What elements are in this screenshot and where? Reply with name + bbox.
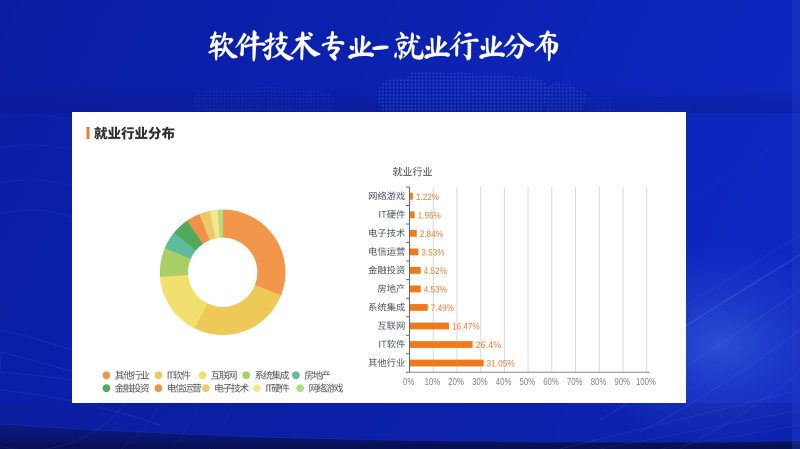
svg-text:70%: 70% [567,377,583,388]
svg-text:1.95%: 1.95% [418,210,441,220]
svg-text:50%: 50% [520,377,536,388]
svg-text:7.49%: 7.49% [431,303,454,313]
svg-text:2.84%: 2.84% [420,229,443,239]
svg-text:20%: 20% [448,377,464,388]
svg-text:60%: 60% [543,377,559,388]
svg-text:0%: 0% [403,377,414,388]
svg-text:90%: 90% [614,377,630,388]
svg-text:31.05%: 31.05% [487,359,515,369]
svg-text:100%: 100% [636,377,656,388]
svg-text:30%: 30% [472,377,488,388]
svg-text:4.52%: 4.52% [424,266,447,276]
svg-text:80%: 80% [591,377,607,388]
svg-text:16.47%: 16.47% [452,322,480,332]
svg-text:4.53%: 4.53% [424,285,447,295]
svg-text:3.53%: 3.53% [421,247,444,257]
svg-text:40%: 40% [496,377,512,388]
svg-text:26.4%: 26.4% [476,340,502,350]
svg-text:10%: 10% [425,377,441,388]
svg-text:1.22%: 1.22% [416,192,439,202]
